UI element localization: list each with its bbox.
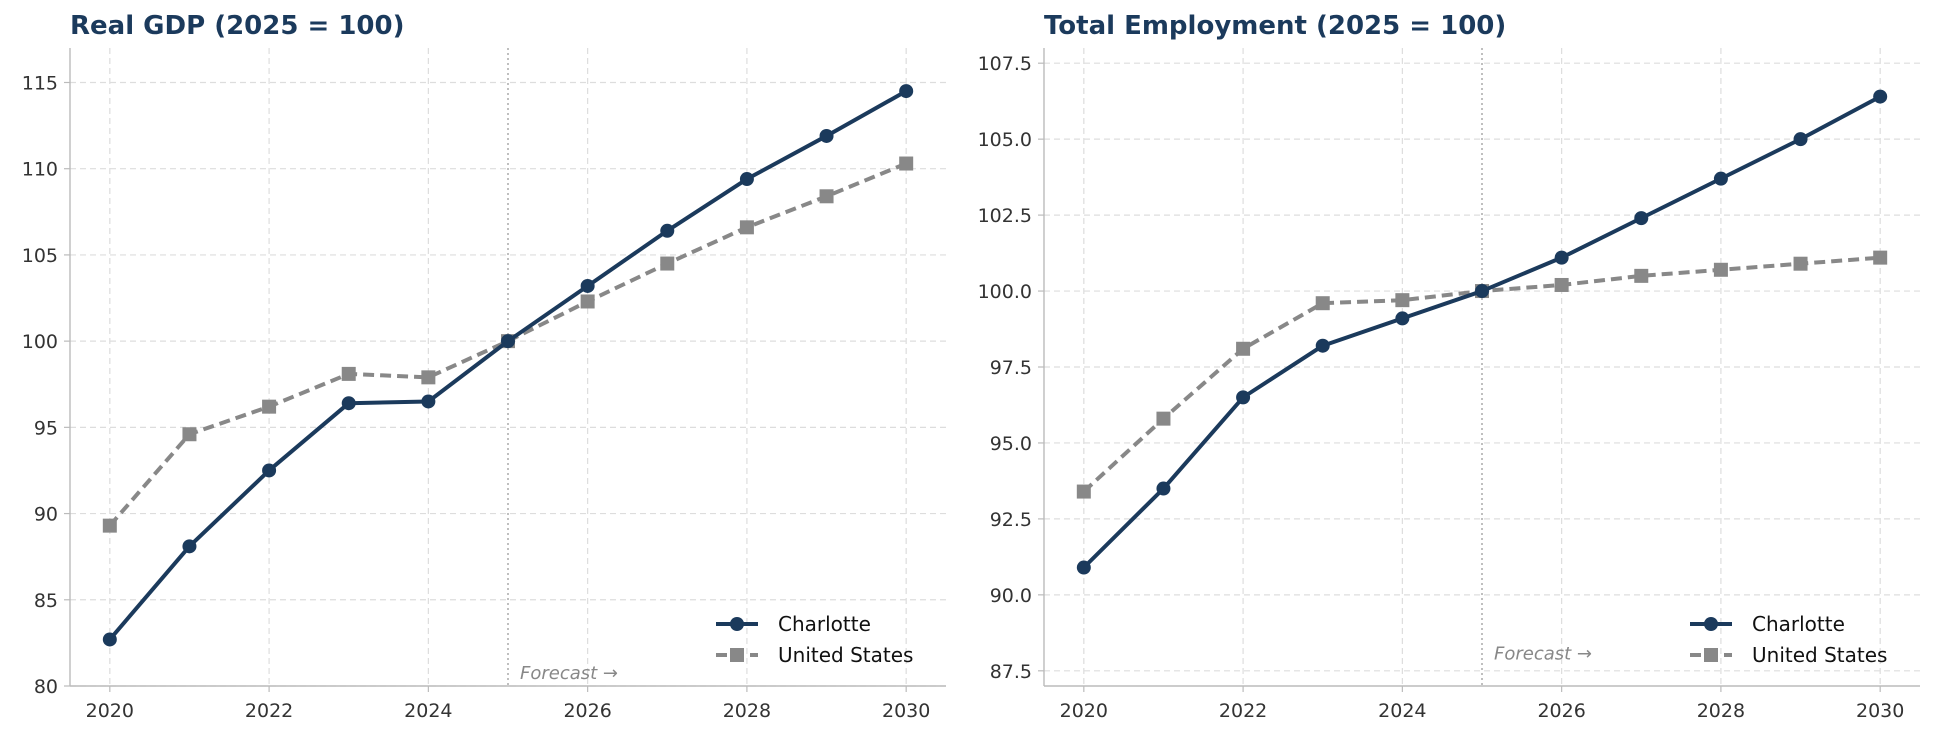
gdp-charlotte-point	[421, 394, 436, 409]
employment-x-tick-label: 2030	[1856, 700, 1904, 722]
gdp-united-states-point	[421, 370, 436, 385]
gdp-y-tick-label: 105	[22, 245, 58, 267]
gdp-x-tick-label: 2028	[723, 700, 771, 722]
gdp-x-tick-label: 2026	[563, 700, 611, 722]
gdp-charlotte-point	[501, 334, 515, 349]
gdp-y-tick-label: 100	[22, 331, 58, 353]
gdp-charlotte-point	[341, 396, 356, 411]
employment-charlotte-point	[1793, 132, 1808, 147]
employment-united-states-point	[1315, 296, 1330, 311]
gdp-x-tick-label: 2020	[86, 700, 134, 722]
employment-legend-united-states-marker	[1704, 648, 1718, 662]
gdp-x-tick-label: 2022	[245, 700, 293, 722]
gdp-united-states-point	[580, 294, 595, 309]
employment-charlotte-point	[1156, 481, 1171, 496]
employment-united-states-point	[1713, 262, 1728, 277]
employment-x-tick-label: 2020	[1060, 700, 1108, 722]
employment-charlotte-point	[1713, 171, 1728, 186]
employment-y-tick-label: 95.0	[990, 433, 1032, 455]
gdp-chart-panel: Real GDP (2025 = 100) 80 85 90 95 100 105 110 11…	[22, 11, 946, 722]
employment-charlotte-line	[1082, 94, 1882, 569]
employment-forecast-annotation: Forecast →	[1494, 644, 1592, 665]
employment-y-tick-label: 97.5	[990, 357, 1032, 379]
employment-legend-united-states-label: United States	[1752, 643, 1887, 667]
employment-chart-title: Total Employment (2025 = 100)	[1044, 11, 1506, 41]
gdp-forecast-annotation: Forecast →	[520, 663, 618, 684]
gdp-charlotte-point	[182, 539, 197, 554]
gdp-legend-charlotte-marker	[730, 617, 744, 631]
gdp-united-states-point	[660, 256, 675, 271]
employment-x-tick-label: 2024	[1378, 700, 1426, 722]
gdp-legend-united-states-marker	[730, 648, 744, 662]
employment-x-tick-label: 2028	[1697, 700, 1745, 722]
employment-y-tick-label: 100.0	[978, 281, 1032, 303]
employment-united-states-point	[1634, 268, 1649, 283]
employment-charlotte-point	[1395, 311, 1410, 326]
employment-y-tick-label: 107.5	[978, 53, 1032, 75]
gdp-y-tick-label: 115	[22, 72, 58, 94]
employment-charlotte-point	[1554, 250, 1569, 265]
employment-united-states-point	[1395, 293, 1410, 308]
employment-y-tick-label: 87.5	[990, 661, 1032, 683]
employment-charlotte-point	[1873, 89, 1888, 104]
gdp-x-tick-label: 2030	[882, 700, 930, 722]
employment-legend-charlotte-label: Charlotte	[1752, 612, 1845, 636]
gdp-united-states-line	[108, 161, 907, 527]
employment-y-tick-label: 92.5	[990, 509, 1032, 531]
gdp-united-states-point	[102, 518, 117, 533]
gdp-y-tick-label: 80	[34, 676, 58, 698]
gdp-y-tick-label: 110	[22, 159, 58, 181]
employment-legend-charlotte-marker	[1704, 617, 1718, 631]
employment-united-states-point	[1076, 484, 1091, 499]
employment-united-states-point	[1554, 277, 1569, 292]
employment-charlotte-point	[1236, 390, 1251, 405]
gdp-united-states-point	[819, 189, 834, 204]
gdp-charlotte-point	[580, 278, 595, 293]
employment-charlotte-point	[1634, 211, 1649, 226]
gdp-y-tick-label: 85	[34, 590, 58, 612]
employment-united-states-point	[1156, 411, 1171, 426]
gdp-legend-united-states-label: United States	[778, 643, 913, 667]
employment-united-states-point	[1236, 341, 1251, 356]
gdp-y-tick-label: 90	[34, 504, 58, 526]
employment-x-tick-label: 2026	[1537, 700, 1585, 722]
gdp-x-tick-label: 2024	[404, 700, 452, 722]
gdp-charlotte-point	[262, 463, 277, 478]
employment-charlotte-point	[1076, 560, 1091, 575]
employment-y-tick-label: 90.0	[990, 585, 1032, 607]
gdp-united-states-point	[182, 427, 197, 442]
gdp-y-tick-label: 95	[34, 417, 58, 439]
employment-y-tick-label: 105.0	[978, 129, 1032, 151]
gdp-chart-title: Real GDP (2025 = 100)	[70, 11, 404, 41]
employment-x-tick-label: 2022	[1219, 700, 1267, 722]
employment-charlotte-point	[1475, 284, 1489, 299]
gdp-charlotte-point	[102, 632, 117, 647]
gdp-charlotte-point	[739, 172, 754, 187]
gdp-legend-charlotte-label: Charlotte	[778, 612, 871, 636]
gdp-united-states-point	[899, 156, 914, 171]
gdp-charlotte-point	[660, 223, 675, 238]
gdp-united-states-point	[262, 399, 277, 414]
employment-y-tick-label: 102.5	[978, 205, 1032, 227]
employment-united-states-point	[1873, 250, 1888, 265]
gdp-charlotte-point	[819, 128, 834, 143]
gdp-united-states-point	[739, 220, 754, 235]
gdp-united-states-point	[341, 366, 356, 381]
employment-chart-panel: Total Employment (2025 = 100) 87.5 90.0 92.…	[978, 11, 1920, 722]
gdp-charlotte-point	[899, 84, 914, 99]
employment-united-states-point	[1793, 256, 1808, 271]
employment-charlotte-point	[1315, 338, 1330, 353]
